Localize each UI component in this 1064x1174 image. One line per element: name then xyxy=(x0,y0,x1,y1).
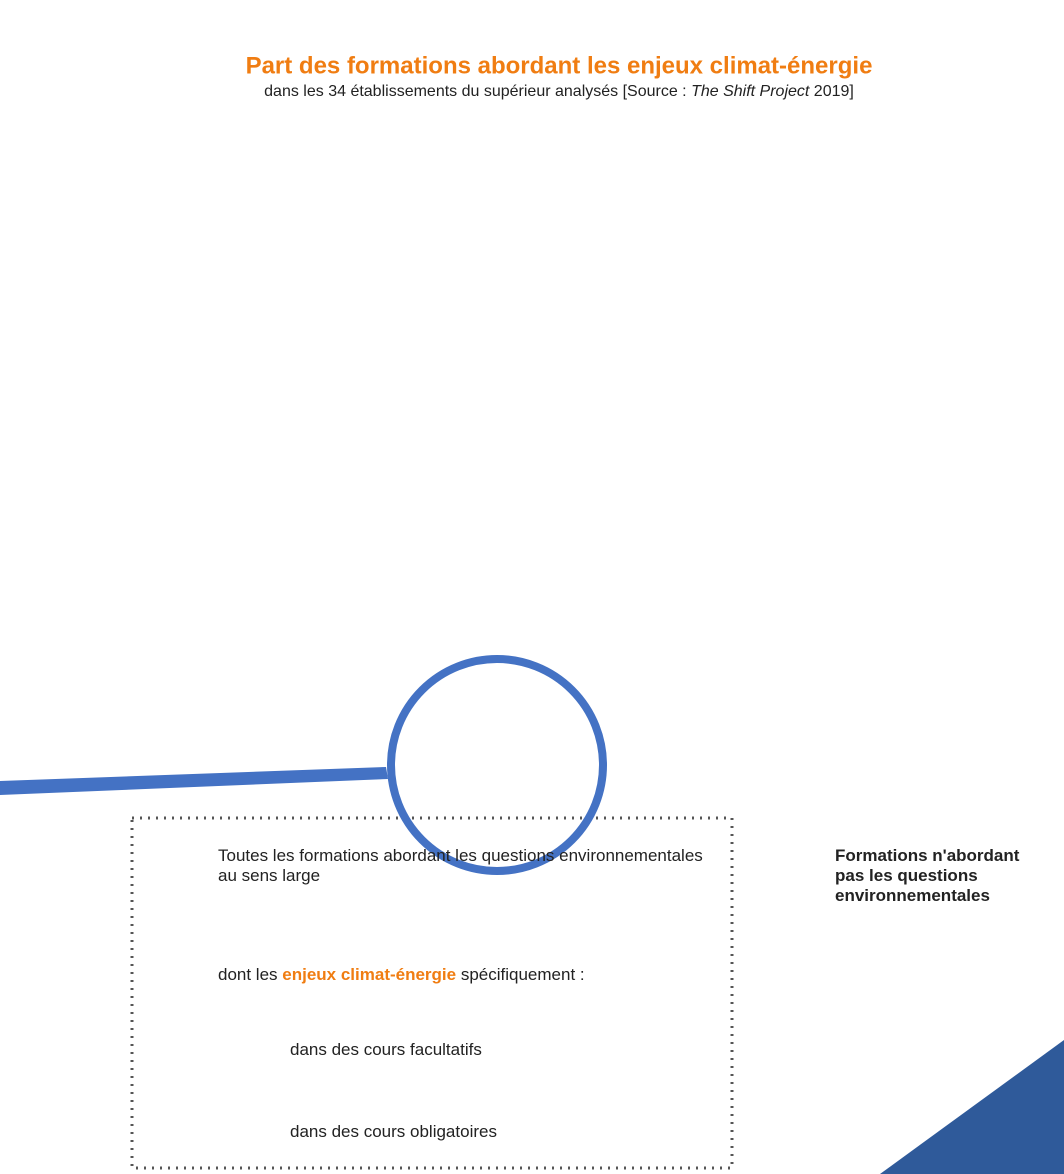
annotation-circle xyxy=(387,655,607,875)
subtitle-part: 2019] xyxy=(809,83,853,100)
chart-subtitle: dans les 34 établissements du supérieur … xyxy=(264,83,854,100)
legend-note-part: spécifiquement : xyxy=(456,965,585,984)
subtitle-part: The Shift Project xyxy=(691,83,810,100)
subtitle-part: dans les 34 établissements du supérieur … xyxy=(264,83,691,100)
legend-box xyxy=(130,816,734,1170)
title-box xyxy=(100,35,1018,107)
legend-note: dont les enjeux climat-énergie spécifiqu… xyxy=(218,965,718,985)
legend-label: Toutes les formations abordant les quest… xyxy=(218,846,703,885)
legend-note-part: enjeux climat-énergie xyxy=(282,965,457,984)
legend-label: dans des cours obligatoires xyxy=(290,1122,497,1141)
legend-label: Formations n'abordant pas les questions … xyxy=(835,846,1020,905)
legend-label: dans des cours facultatifs xyxy=(290,1040,482,1059)
legend-note-part: dont les xyxy=(218,965,283,984)
background-fabric xyxy=(880,1040,1064,1174)
chart-title: Part des formations abordant les enjeux … xyxy=(246,52,873,79)
annotation-arrow xyxy=(0,767,388,795)
